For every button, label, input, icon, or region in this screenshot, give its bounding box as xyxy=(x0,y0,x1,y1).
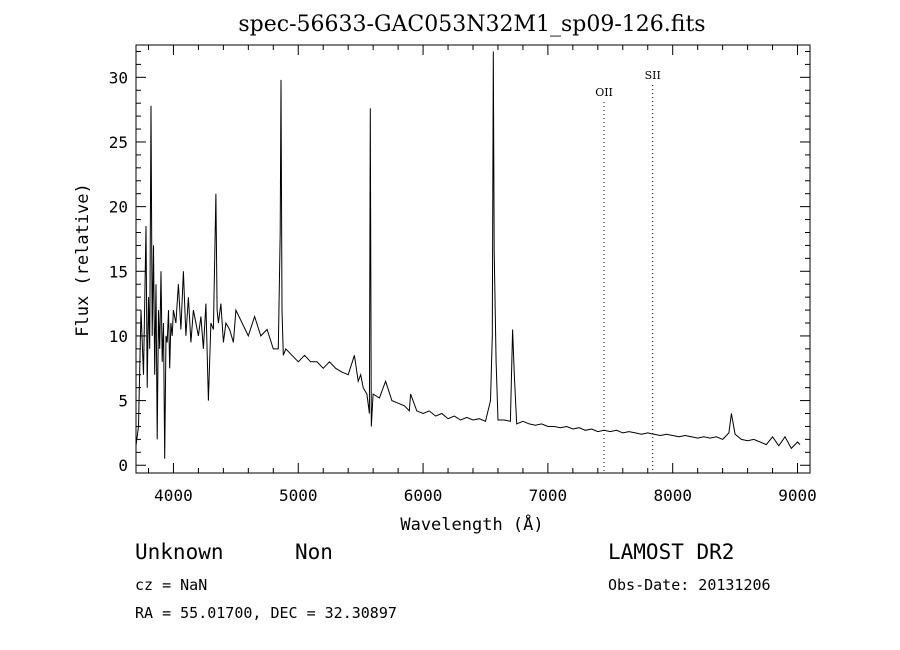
object-class: Unknown xyxy=(135,540,224,564)
annotation-label: SII xyxy=(645,69,661,82)
object-subclass: Non xyxy=(295,540,333,564)
y-tick-label: 0 xyxy=(118,456,128,475)
x-tick-label: 4000 xyxy=(154,486,193,505)
x-tick-label: 8000 xyxy=(653,486,692,505)
y-tick-label: 30 xyxy=(109,68,128,87)
survey-name: LAMOST DR2 xyxy=(608,540,735,564)
axes-frame xyxy=(135,44,811,474)
x-tick-label: 9000 xyxy=(778,486,817,505)
spectrum-line xyxy=(135,51,801,459)
y-tick-label: 15 xyxy=(109,262,128,281)
redshift-value: cz = NaN xyxy=(135,576,208,594)
plot-frame xyxy=(135,44,811,474)
x-tick-label: 6000 xyxy=(404,486,443,505)
y-axis-label: Flux (relative) xyxy=(73,183,93,337)
y-tick-label: 25 xyxy=(109,133,128,152)
line-annotations: OII SII xyxy=(595,69,661,473)
x-axis-label: Wavelength (Å) xyxy=(400,513,543,535)
y-tick-label: 5 xyxy=(118,392,128,411)
axis-ticks: 4000 5000 6000 7000 8000 9000 0 5 10 15 20 25 30 xyxy=(109,45,817,505)
y-tick-label: 10 xyxy=(109,327,128,346)
x-tick-label: 7000 xyxy=(529,486,568,505)
x-tick-label: 5000 xyxy=(279,486,318,505)
annotation-label: OII xyxy=(595,86,613,99)
chart-title: spec-56633-GAC053N32M1_sp09-126.fits xyxy=(238,12,705,37)
coordinates: RA = 55.01700, DEC = 32.30897 xyxy=(135,604,397,622)
y-tick-label: 20 xyxy=(109,198,128,217)
observation-date: Obs-Date: 20131206 xyxy=(608,576,771,594)
